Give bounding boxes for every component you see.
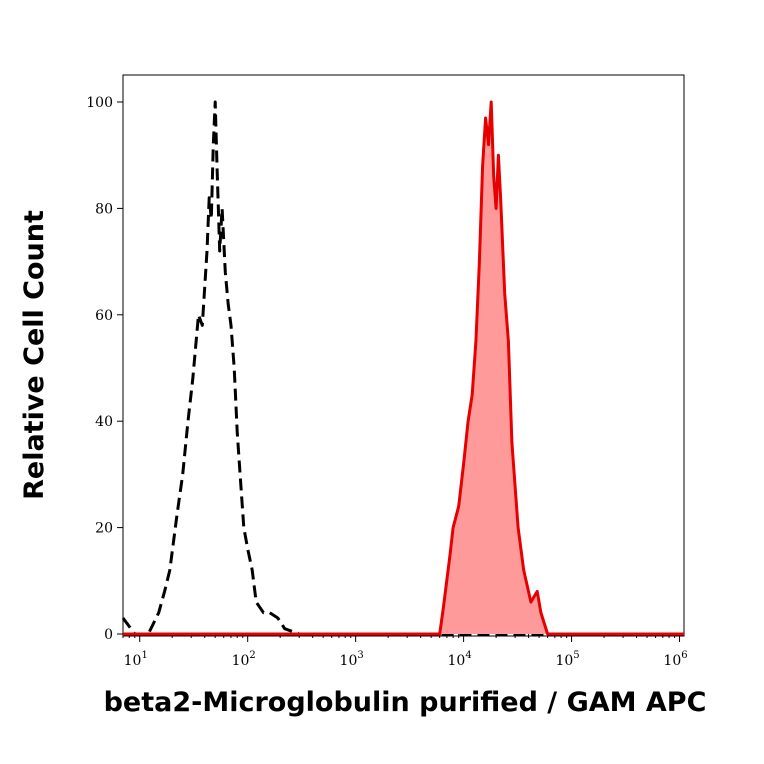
y-axis-title: Relative Cell Count: [19, 210, 50, 500]
y-tick-label: 60: [95, 308, 113, 324]
plot-frame: [122, 74, 685, 637]
series-0-line: [121, 100, 680, 636]
x-tick-label: 101: [124, 650, 148, 669]
x-axis-title: beta2-Microglobulin purified / GAM APC: [104, 687, 707, 718]
y-tick-label: 100: [86, 95, 113, 111]
y-tick-label: 40: [95, 414, 113, 430]
x-tick-label: 103: [340, 650, 364, 669]
y-axis: 0 20 40 60 80 100: [86, 95, 123, 643]
x-tick-label: 106: [663, 650, 687, 669]
x-axis: 101 102 103 104 105 106: [122, 634, 688, 669]
x-tick-label: 102: [232, 650, 256, 669]
x-tick-label: 105: [555, 650, 579, 669]
series-1-fill: [123, 102, 684, 634]
y-tick-label: 80: [95, 201, 113, 217]
series-1-line: [123, 100, 684, 636]
series-layer: [121, 100, 684, 636]
y-tick-label: 0: [104, 627, 113, 643]
y-tick-label: 20: [95, 521, 113, 537]
x-tick-label: 104: [448, 650, 472, 669]
